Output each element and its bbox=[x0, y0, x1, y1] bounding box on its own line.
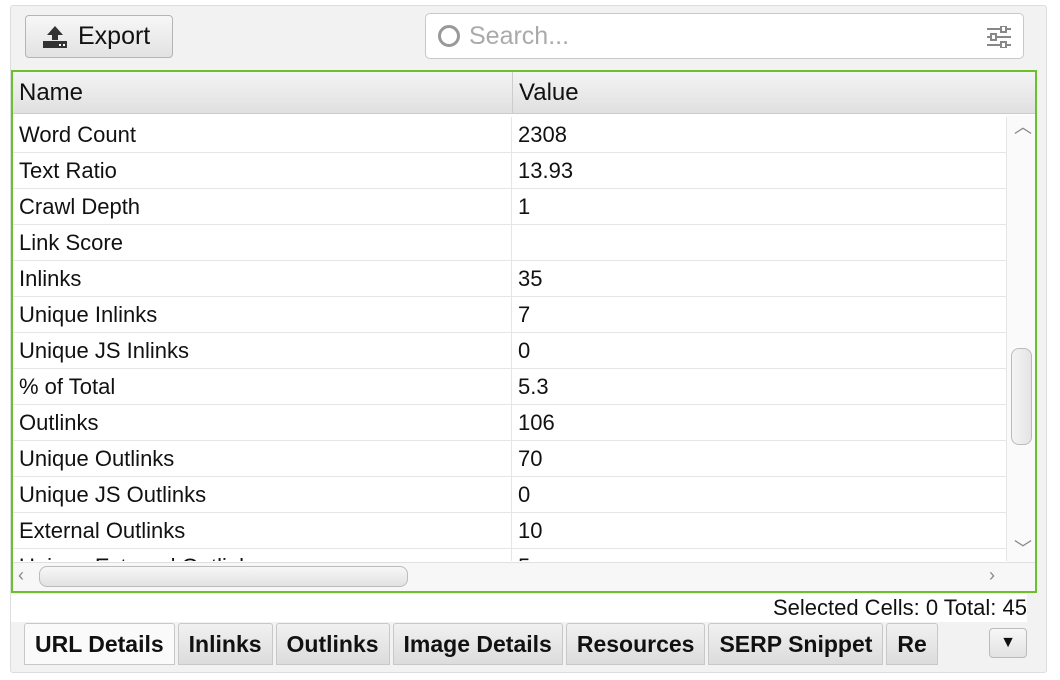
horizontal-scroll-thumb[interactable] bbox=[39, 566, 408, 587]
value-cell[interactable]: 10 bbox=[512, 513, 1007, 548]
status-bar: Selected Cells: 0 Total: 45 bbox=[11, 594, 1027, 622]
horizontal-scrollbar[interactable]: ‹ › bbox=[13, 562, 1035, 591]
table-row[interactable]: Outlinks 106 bbox=[13, 405, 1007, 441]
selected-cells-label: Selected Cells: bbox=[772, 595, 920, 620]
value-cell[interactable]: 13.93 bbox=[512, 153, 1007, 188]
tab-re[interactable]: Re bbox=[886, 623, 938, 665]
table-row[interactable]: Unique Outlinks 70 bbox=[13, 441, 1007, 477]
total-count: 45 bbox=[1002, 595, 1027, 620]
details-table: Name Value Word Count 2308 Text Ratio 13.93… bbox=[11, 70, 1037, 593]
table-row[interactable]: Word Count 2308 bbox=[13, 117, 1007, 153]
caret-down-icon: ▼ bbox=[1000, 634, 1016, 651]
name-cell[interactable]: Unique JS Inlinks bbox=[13, 333, 512, 368]
search-input[interactable] bbox=[469, 21, 969, 51]
table-row[interactable]: Crawl Depth 1 bbox=[13, 189, 1007, 225]
name-cell[interactable]: Word Count bbox=[13, 117, 512, 152]
table-row[interactable]: Unique JS Inlinks 0 bbox=[13, 333, 1007, 369]
table-row[interactable]: Unique Inlinks 7 bbox=[13, 297, 1007, 333]
name-cell[interactable]: Text Ratio bbox=[13, 153, 512, 188]
name-cell[interactable]: Link Score bbox=[13, 225, 512, 260]
export-button[interactable]: Export bbox=[25, 15, 173, 58]
export-label: Export bbox=[78, 22, 151, 50]
tab-outlinks[interactable]: Outlinks bbox=[275, 623, 390, 665]
search-box[interactable] bbox=[425, 13, 1024, 59]
table-row[interactable]: External Outlinks 10 bbox=[13, 513, 1007, 549]
vertical-scrollbar[interactable]: ︿ ﹀ bbox=[1007, 115, 1035, 562]
name-cell[interactable]: Unique Outlinks bbox=[13, 441, 512, 476]
tabs-overflow-button[interactable]: ▼ bbox=[989, 628, 1027, 658]
upload-icon bbox=[43, 25, 67, 48]
table-row[interactable]: Text Ratio 13.93 bbox=[13, 153, 1007, 189]
column-header-name[interactable]: Name bbox=[13, 72, 513, 113]
value-cell[interactable]: 1 bbox=[512, 189, 1007, 224]
tab-bar: URL Details Inlinks Outlinks Image Details R… bbox=[24, 623, 987, 665]
table-row[interactable]: Unique External Outlinks5 bbox=[13, 549, 1007, 561]
name-cell[interactable]: % of Total bbox=[13, 369, 512, 404]
tab-serp-snippet[interactable]: SERP Snippet bbox=[708, 623, 884, 665]
value-cell[interactable]: 0 bbox=[512, 477, 1007, 512]
value-cell[interactable]: 5 bbox=[512, 549, 1007, 561]
tab-inlinks[interactable]: Inlinks bbox=[177, 623, 273, 665]
name-cell[interactable]: Outlinks bbox=[13, 405, 512, 440]
table-header: Name Value bbox=[13, 72, 1035, 114]
filter-settings-icon[interactable] bbox=[987, 26, 1011, 48]
tab-url-details[interactable]: URL Details bbox=[24, 623, 175, 665]
table-body: Word Count 2308 Text Ratio 13.93 Crawl Depth… bbox=[13, 117, 1007, 561]
scroll-right-icon[interactable]: › bbox=[989, 565, 995, 585]
value-cell[interactable]: 2308 bbox=[512, 117, 1007, 152]
name-cell[interactable]: Unique External Outlinks bbox=[13, 549, 512, 561]
table-row[interactable]: Unique JS Outlinks 0 bbox=[13, 477, 1007, 513]
tab-image-details[interactable]: Image Details bbox=[392, 623, 563, 665]
table-row[interactable]: Link Score bbox=[13, 225, 1007, 261]
vertical-scroll-thumb[interactable] bbox=[1011, 348, 1032, 445]
value-cell[interactable]: 0 bbox=[512, 333, 1007, 368]
total-label: Total: bbox=[943, 595, 997, 620]
name-cell[interactable]: Unique JS Outlinks bbox=[13, 477, 512, 512]
name-cell[interactable]: Inlinks bbox=[13, 261, 512, 296]
search-icon bbox=[438, 25, 460, 47]
value-cell[interactable]: 106 bbox=[512, 405, 1007, 440]
tab-resources[interactable]: Resources bbox=[565, 623, 706, 665]
name-cell[interactable]: Crawl Depth bbox=[13, 189, 512, 224]
scroll-down-icon[interactable]: ﹀ bbox=[1014, 539, 1032, 559]
table-row[interactable]: % of Total 5.3 bbox=[13, 369, 1007, 405]
scroll-up-icon[interactable]: ︿ bbox=[1014, 117, 1032, 137]
value-cell[interactable] bbox=[512, 225, 1007, 260]
value-cell[interactable]: 70 bbox=[512, 441, 1007, 476]
selected-cells-count: 0 bbox=[925, 595, 939, 620]
column-header-value[interactable]: Value bbox=[519, 79, 579, 106]
table-row[interactable]: Inlinks 35 bbox=[13, 261, 1007, 297]
scroll-left-icon[interactable]: ‹ bbox=[18, 565, 24, 585]
name-cell[interactable]: Unique Inlinks bbox=[13, 297, 512, 332]
value-cell[interactable]: 7 bbox=[512, 297, 1007, 332]
value-cell[interactable]: 35 bbox=[512, 261, 1007, 296]
name-cell[interactable]: External Outlinks bbox=[13, 513, 512, 548]
value-cell[interactable]: 5.3 bbox=[512, 369, 1007, 404]
